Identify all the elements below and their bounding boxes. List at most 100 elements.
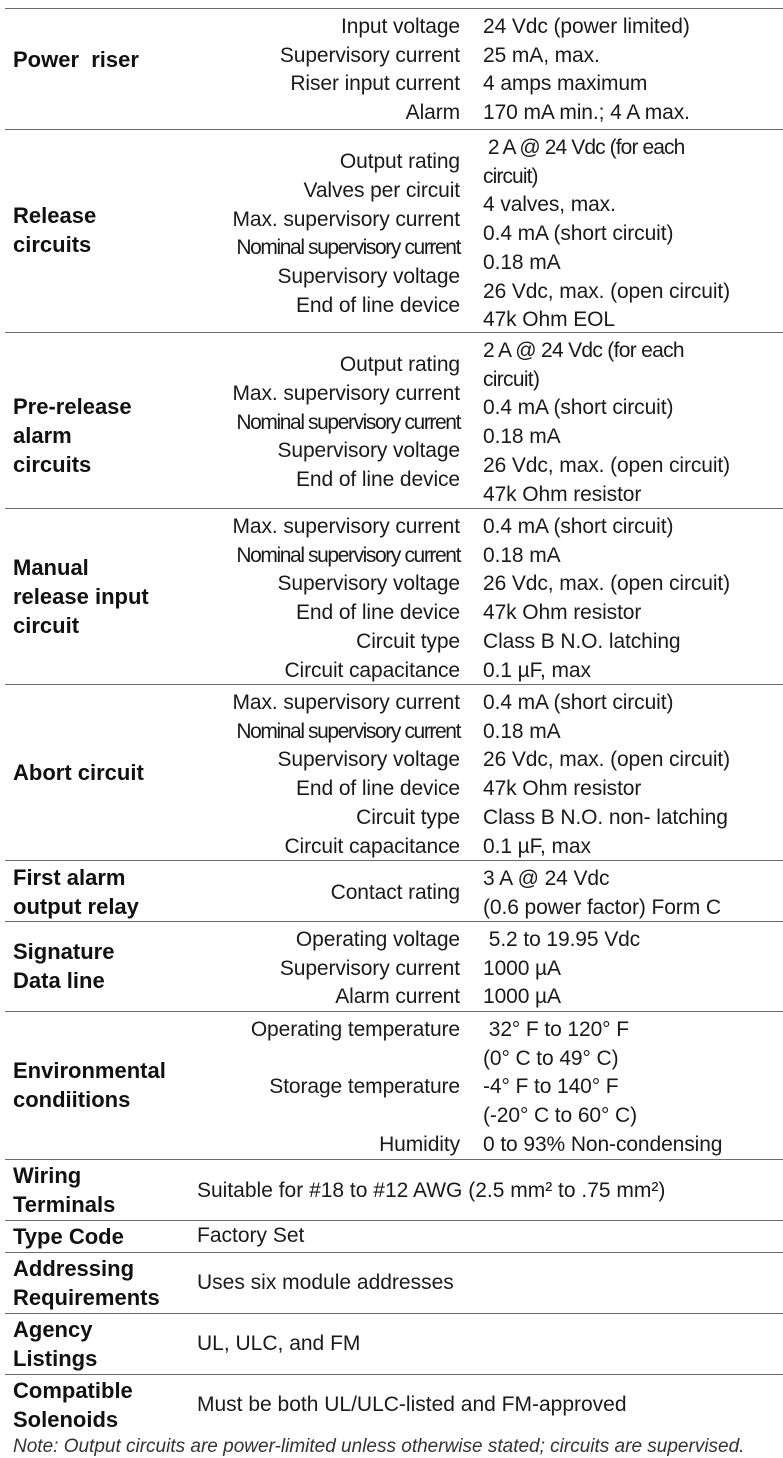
section-title: Manual release input circuit [13,555,149,638]
spec-value: 1000 µA [483,985,561,1009]
spec-value: 1000 µA [483,956,561,980]
spec-value: 47k Ohm EOL [483,308,615,332]
spec-value: 0 to 93% Non-condensing [483,1132,723,1156]
section-title: Compatible Solenoids [13,1378,133,1432]
spec-label: Max. supervisory current [232,515,460,538]
section-title: Pre-release alarm circuits [13,394,132,477]
spec-label: Valves per circuit [303,179,460,203]
spec-value: 0.1 µF, max [483,658,591,682]
section-title: Release circuits [13,203,97,257]
spec-value: 47k Ohm resistor [483,777,642,801]
section-manual-release-input-circuit: Manual release input circuit Max. superviso… [5,508,783,685]
section-abort-circuit: Abort circuit Max. supervisory current Nom… [5,684,783,861]
section-title: Agency Listings [13,1317,98,1371]
spec-value: 0.18 mA [483,543,561,567]
spec-value: 0.4 mA (short circuit) [483,396,674,420]
spec-label: Humidity [379,1132,460,1156]
spec-label: Supervisory voltage [277,748,460,772]
spec-value: 47k Ohm resistor [483,482,642,506]
spec-value: 4 amps maximum [483,72,648,96]
section-title: Power riser [13,47,139,72]
spec-label: End of line device [296,468,460,492]
section-value: UL, ULC, and FM [197,1332,361,1355]
spec-value: 0.18 mA [483,250,561,274]
spec-label: Circuit capacitance [284,658,460,682]
section-value: Uses six module addresses [197,1271,454,1294]
spec-label: End of line device [296,601,460,625]
spec-value: 170 mA min.; 4 A max. [483,101,690,125]
spec-label: Max. supervisory current [232,382,460,406]
spec-value: 0.4 mA (short circuit) [483,222,674,246]
spec-value: (0° C to 49° C) [483,1046,619,1070]
spec-label: Max. supervisory current [232,207,460,231]
spec-value: 0.4 mA (short circuit) [483,691,674,714]
spec-label: Supervisory current [279,43,460,67]
spec-value: 2 A @ 24 Vdc (for each [483,339,685,362]
spec-label: Circuit type [356,629,460,653]
section-type-code: Type Code Factory Set [5,1220,783,1253]
section-title: Wiring Terminals [13,1163,116,1217]
spec-label: Supervisory voltage [277,439,460,463]
spec-label: End of line device [296,777,460,801]
spec-label: Supervisory current [279,956,460,980]
spec-value: 25 mA, max. [483,43,600,67]
section-pre-release-alarm-circuits: Pre-release alarm circuits Output rating Ma… [5,332,783,509]
footnote: Note: Output circuits are power-limited … [13,1436,745,1457]
spec-value: 3 A @ 24 Vdc [483,867,610,890]
spec-label: End of line device [296,293,460,317]
spec-label: Contact rating [330,881,460,905]
spec-label: Circuit capacitance [284,834,460,858]
spec-value: Class B N.O. latching [483,629,681,653]
spec-value: 24 Vdc (power limited) [483,15,690,38]
section-title: Type Code [13,1224,124,1249]
spec-label: Supervisory voltage [277,572,460,596]
spec-value: circuit) [483,367,540,391]
spec-label: Output rating [339,150,460,174]
spec-value: 0.1 µF, max [483,834,591,858]
section-title: Signature Data line [13,939,115,993]
section-title: Addressing Requirements [13,1256,160,1310]
section-value: Factory Set [197,1224,305,1247]
section-value: Suitable for #18 to #12 AWG (2.5 mm² to … [197,1179,666,1202]
spec-value: -4° F to 140° F [483,1075,619,1099]
spec-label: Input voltage [341,15,460,38]
spec-label: Nominal supervisory current [236,543,461,567]
spec-label: Circuit type [356,805,460,829]
spec-label: Riser input current [290,72,460,96]
spec-label: Output rating [339,353,460,377]
spec-value: (-20° C to 60° C) [483,1104,637,1128]
spec-value: 26 Vdc, max. (open circuit) [483,453,731,477]
spec-label: Operating temperature [250,1018,460,1041]
spec-value: 2 A @ 24 Vdc (for each [483,136,685,159]
spec-label: Storage temperature [269,1075,460,1099]
spec-label: Max. supervisory current [232,691,460,714]
section-signature-data-line: Signature Data line Operating voltage Super… [5,921,783,1012]
section-title: Abort circuit [13,760,144,785]
spec-value: 0.18 mA [483,719,561,743]
section-environmental-conditions: Environmental condiitions Operating temper… [5,1011,783,1160]
spec-label: Alarm current [335,985,460,1009]
spec-value: 26 Vdc, max. (open circuit) [483,748,731,772]
spec-value: (0.6 power factor) Form C [483,895,721,919]
section-first-alarm-output-relay: First alarm output relay Contact rating 3 A… [5,860,783,922]
spec-label: Nominal supervisory current [236,236,461,260]
spec-value: 26 Vdc, max. (open circuit) [483,279,731,303]
spec-value: 5.2 to 19.95 Vdc [483,928,641,951]
spec-value: 0.4 mA (short circuit) [483,515,674,538]
spec-value: 32° F to 120° F [483,1018,629,1041]
spec-value: 47k Ohm resistor [483,601,642,625]
spec-label: Operating voltage [295,928,460,951]
section-title: First alarm output relay [13,865,139,919]
section-value: Must be both UL/ULC-listed and FM-approv… [197,1393,627,1416]
section-agency-listings: Agency Listings UL, ULC, and FM [5,1313,783,1375]
spec-value: 0.18 mA [483,425,561,449]
spec-label: Nominal supervisory current [236,719,461,743]
spec-value: Class B N.O. non- latching [483,805,728,829]
section-wiring-terminals: Wiring Terminals Suitable for #18 to #12 A… [5,1159,783,1221]
section-compatible-solenoids: Compatible Solenoids Must be both UL/ULC-l… [5,1374,783,1436]
section-power-riser: Power riser Input voltage Supervisory curr… [5,8,783,130]
spec-label: Supervisory voltage [277,265,460,289]
section-release-circuits: Release circuits Output rating Valves per c… [5,129,783,333]
spec-value: 26 Vdc, max. (open circuit) [483,572,731,596]
spec-label: Alarm [405,101,460,125]
